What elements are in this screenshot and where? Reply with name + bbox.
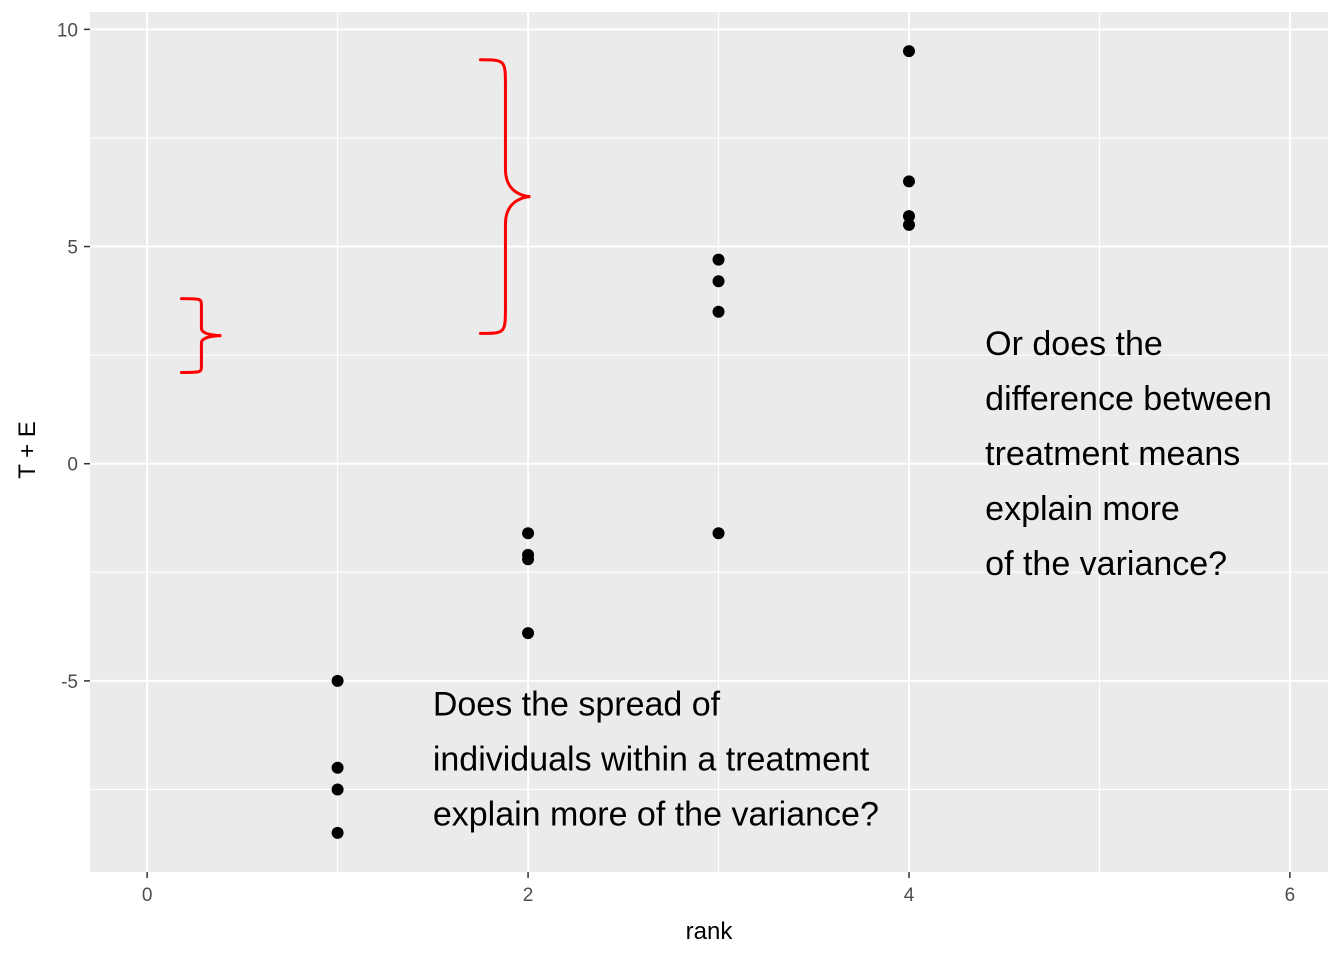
annotation-line: individuals within a treatment: [433, 741, 870, 779]
annotation-line: explain more: [985, 490, 1180, 528]
data-point: [902, 210, 915, 223]
x-tick-label: 6: [1285, 885, 1296, 906]
annotation-line: Or does the: [985, 325, 1163, 363]
minor-grid: [90, 12, 1328, 872]
x-axis-ticks: 0 2 4 6: [142, 872, 1295, 906]
x-tick-label: 4: [904, 885, 915, 906]
annotations: Does the spread of individuals within a t…: [433, 325, 1272, 834]
y-axis-title: T + E: [14, 421, 41, 479]
data-point: [522, 527, 535, 540]
data-point: [902, 175, 915, 188]
data-point: [331, 674, 344, 687]
annotation-line: difference between: [985, 380, 1272, 418]
y-tick-label: 0: [67, 455, 78, 476]
large-brace: [478, 58, 531, 335]
y-tick-label: -5: [61, 672, 78, 693]
data-point: [712, 305, 725, 318]
data-points: [331, 45, 915, 839]
x-tick-label: 2: [523, 885, 534, 906]
annotation-line: of the variance?: [985, 545, 1227, 583]
panel-background: [90, 12, 1328, 872]
data-point: [522, 627, 535, 640]
data-point: [331, 826, 344, 839]
annotation-line: explain more of the variance?: [433, 796, 879, 834]
y-tick-label: 10: [57, 20, 78, 41]
data-point: [522, 553, 535, 566]
data-point: [902, 45, 915, 58]
annotation-line: Does the spread of: [433, 686, 721, 724]
annotation-line: treatment means: [985, 435, 1240, 473]
data-point: [712, 275, 725, 288]
data-point: [902, 218, 915, 231]
data-point: [712, 527, 725, 540]
data-point: [331, 783, 344, 796]
data-point: [331, 761, 344, 774]
data-point: [712, 253, 725, 266]
y-tick-label: 5: [67, 238, 78, 259]
major-grid: [90, 12, 1328, 872]
annotation-within: Does the spread of individuals within a t…: [433, 686, 879, 834]
annotation-between: Or does the difference between treatment m…: [985, 325, 1272, 583]
x-axis-title: rank: [686, 918, 734, 945]
x-tick-label: 0: [142, 885, 153, 906]
y-axis-ticks: -5 0 5 10: [57, 20, 90, 693]
